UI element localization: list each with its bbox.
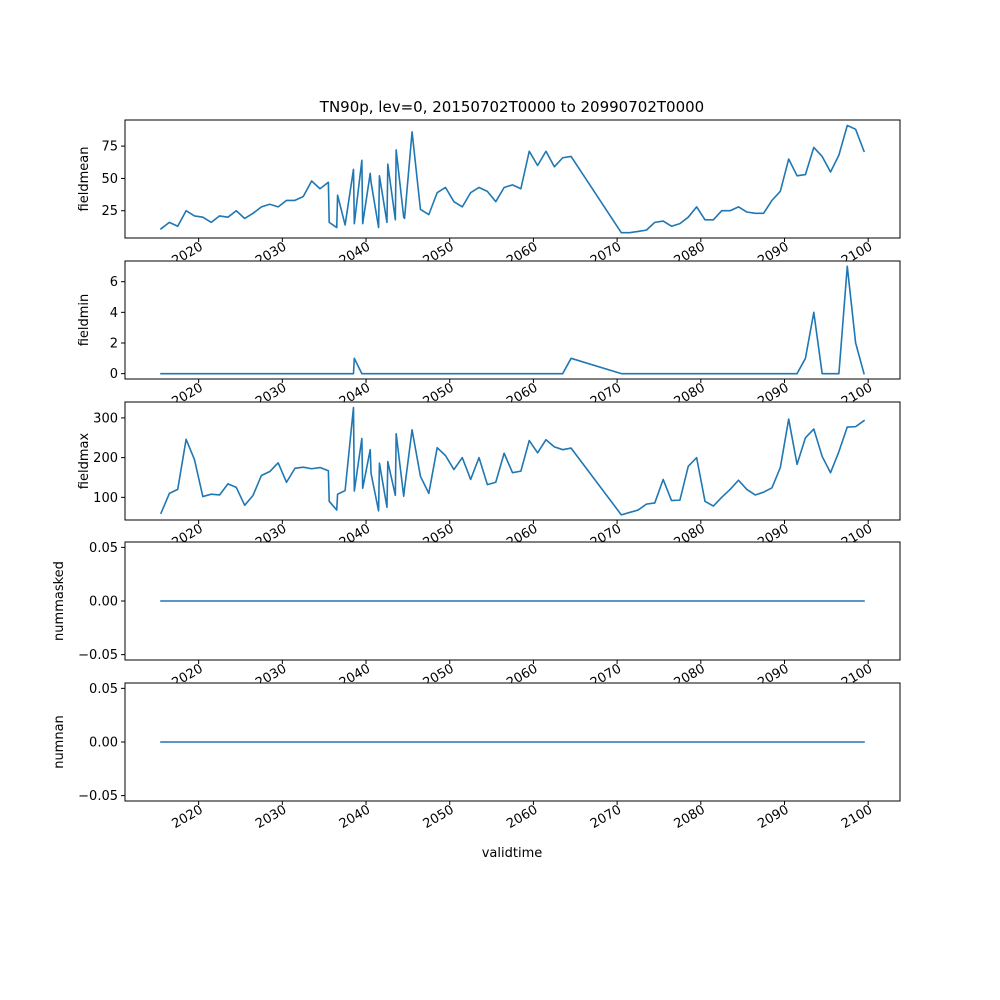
series-line-fieldmean	[159, 124, 866, 234]
x-axis-label: validtime	[482, 846, 543, 861]
y-tick-label-fieldmax: 200	[93, 451, 118, 466]
panel-background-fieldmax	[0, 402, 1000, 520]
y-tick-label-nummasked: −0.05	[78, 648, 118, 663]
y-tick-label-nummasked: 0.05	[89, 541, 118, 556]
y-tick-label-fieldmin: 2	[110, 336, 118, 351]
panel-background-fieldmin	[0, 261, 1000, 379]
y-axis-label-nummasked: nummasked	[52, 561, 67, 641]
series-line-fieldmin	[160, 265, 865, 375]
axes-frame-fieldmean	[124, 119, 901, 239]
y-tick-label-numnan: 0.00	[89, 736, 118, 751]
y-tick-label-fieldmin: 4	[110, 306, 118, 321]
series-line-fieldmax	[159, 406, 866, 516]
y-axis-label-fieldmin: fieldmin	[77, 294, 92, 347]
y-tick-label-fieldmax: 300	[93, 411, 118, 426]
y-tick-label-fieldmean: 50	[101, 172, 118, 187]
chart-title: TN90p, lev=0, 20150702T0000 to 20990702T…	[319, 98, 704, 116]
y-tick-label-fieldmean: 75	[101, 140, 118, 155]
y-tick-label-fieldmean: 25	[101, 204, 118, 219]
y-axis-label-fieldmax: fieldmax	[77, 433, 92, 490]
y-axis-label-numnan: numnan	[52, 715, 67, 769]
y-tick-label-numnan: 0.05	[89, 682, 118, 697]
axes-frame-fieldmax	[124, 401, 901, 521]
y-tick-label-fieldmax: 100	[93, 491, 118, 506]
y-tick-label-fieldmin: 0	[110, 367, 118, 382]
y-axis-label-fieldmean: fieldmean	[77, 147, 92, 212]
y-tick-label-numnan: −0.05	[78, 789, 118, 804]
y-tick-label-nummasked: 0.00	[89, 595, 118, 610]
y-tick-label-fieldmin: 6	[110, 275, 118, 290]
axes-frame-fieldmin	[124, 260, 901, 380]
